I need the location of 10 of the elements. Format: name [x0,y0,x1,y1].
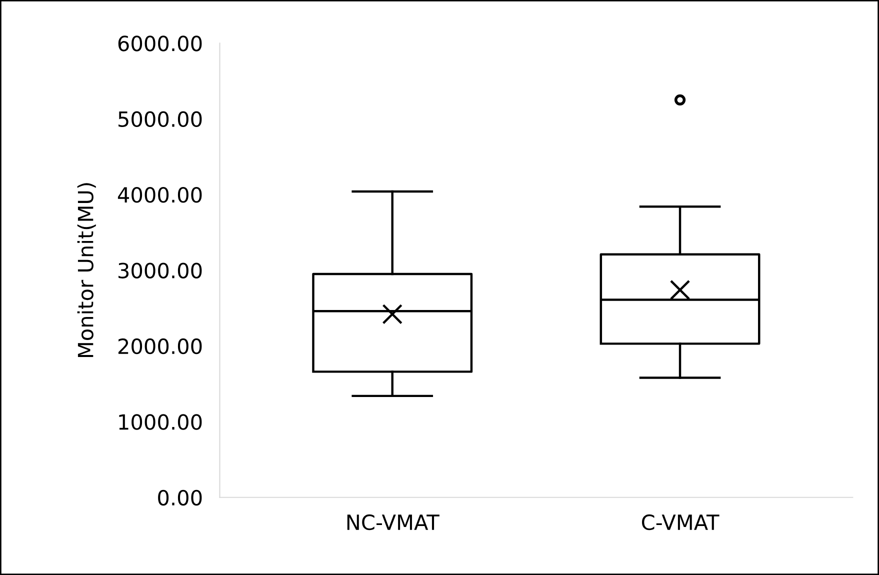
y-tick-label: 0.00 [158,490,202,506]
y-tick-label: 5000.00 [118,111,202,128]
y-axis-title: Monitor Unit(MU) [77,183,96,358]
y-tick-label: 4000.00 [118,186,202,203]
x-tick-label: NC-VMAT [347,514,440,530]
y-tick-label: 2000.00 [118,338,202,354]
y-tick-label: 6000.00 [118,36,202,52]
x-tick-label: C-VMAT [642,514,720,530]
y-tick-label: 1000.00 [119,414,202,430]
y-tick-label: 3000.00 [118,262,202,278]
